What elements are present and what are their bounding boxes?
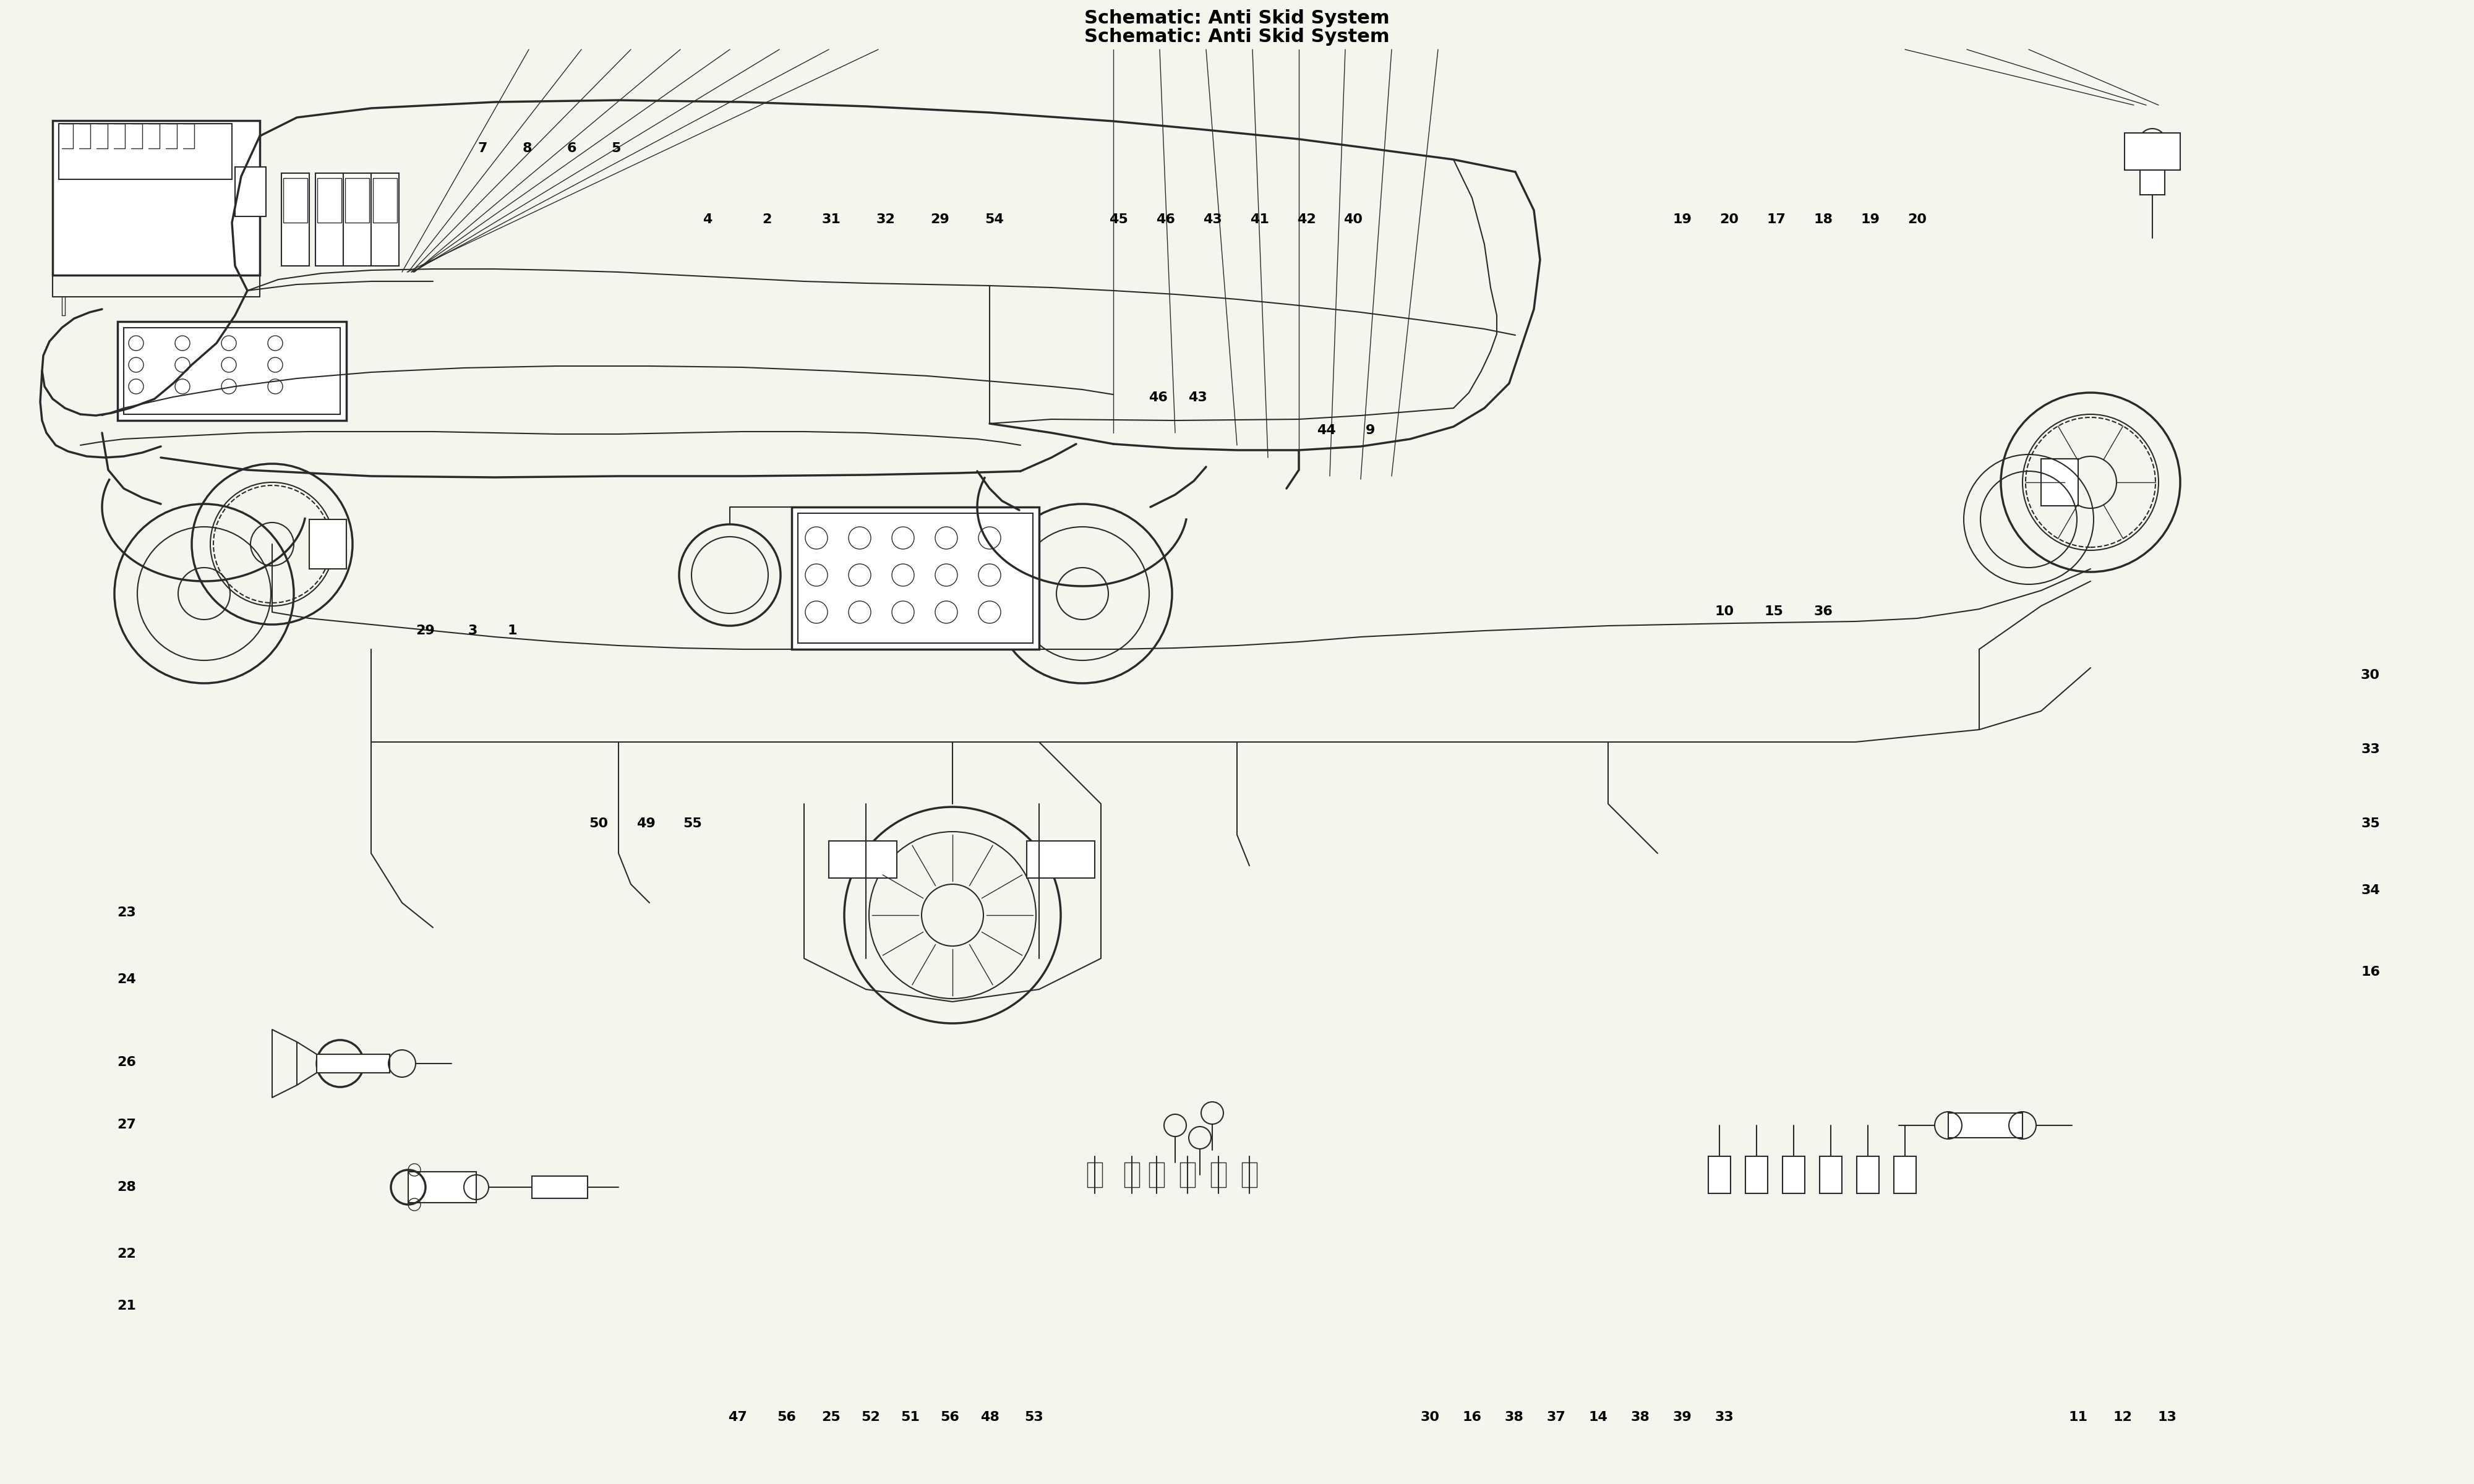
Text: 9: 9 bbox=[1366, 424, 1376, 436]
Bar bbox=[1707, 1156, 1732, 1193]
Text: 29: 29 bbox=[416, 625, 435, 637]
Bar bbox=[1027, 841, 1094, 879]
Bar bbox=[282, 178, 307, 223]
Bar bbox=[235, 166, 267, 217]
Text: 56: 56 bbox=[940, 1411, 960, 1423]
Text: 27: 27 bbox=[116, 1119, 136, 1131]
Text: 1: 1 bbox=[507, 625, 517, 637]
Bar bbox=[124, 328, 341, 414]
Bar bbox=[829, 841, 896, 879]
Bar bbox=[119, 322, 346, 420]
Text: 31: 31 bbox=[821, 214, 841, 226]
Bar bbox=[1821, 1156, 1841, 1193]
Text: 19: 19 bbox=[1672, 214, 1692, 226]
Text: 47: 47 bbox=[727, 1411, 747, 1423]
Text: 39: 39 bbox=[1672, 1411, 1692, 1423]
Bar bbox=[59, 123, 233, 180]
Text: 2: 2 bbox=[762, 214, 772, 226]
Bar bbox=[52, 120, 260, 275]
Bar bbox=[1856, 1156, 1880, 1193]
Bar bbox=[282, 174, 309, 266]
Text: 46: 46 bbox=[1155, 214, 1175, 226]
Bar bbox=[792, 508, 1039, 650]
Bar bbox=[344, 174, 371, 266]
Bar bbox=[309, 519, 346, 568]
Text: 32: 32 bbox=[876, 214, 896, 226]
Bar bbox=[374, 178, 396, 223]
Text: 3: 3 bbox=[468, 625, 477, 637]
Bar bbox=[797, 513, 1034, 643]
Text: Schematic: Anti Skid System: Schematic: Anti Skid System bbox=[1084, 9, 1390, 28]
Bar bbox=[2041, 459, 2078, 506]
Text: 44: 44 bbox=[1316, 424, 1336, 436]
Text: 30: 30 bbox=[2360, 669, 2380, 681]
Text: 20: 20 bbox=[1907, 214, 1927, 226]
Bar bbox=[532, 1175, 589, 1199]
Bar bbox=[2140, 171, 2165, 194]
Text: 49: 49 bbox=[636, 818, 656, 830]
Text: 33: 33 bbox=[2360, 743, 2380, 755]
Text: 38: 38 bbox=[1504, 1411, 1524, 1423]
Bar bbox=[371, 174, 398, 266]
Text: 8: 8 bbox=[522, 142, 532, 154]
Bar bbox=[317, 174, 344, 266]
Text: 15: 15 bbox=[1764, 605, 1784, 617]
Bar bbox=[317, 178, 341, 223]
Bar bbox=[2125, 134, 2180, 171]
Text: 54: 54 bbox=[985, 214, 1004, 226]
Text: 25: 25 bbox=[821, 1411, 841, 1423]
Text: 7: 7 bbox=[477, 142, 487, 154]
Text: 19: 19 bbox=[1860, 214, 1880, 226]
Text: 45: 45 bbox=[1108, 214, 1128, 226]
Text: 12: 12 bbox=[2113, 1411, 2133, 1423]
Text: 16: 16 bbox=[1462, 1411, 1482, 1423]
Text: 21: 21 bbox=[116, 1300, 136, 1312]
Text: 11: 11 bbox=[2068, 1411, 2088, 1423]
Text: 38: 38 bbox=[1630, 1411, 1650, 1423]
Text: 35: 35 bbox=[2360, 818, 2380, 830]
Bar bbox=[317, 1054, 391, 1073]
Text: 43: 43 bbox=[1188, 392, 1207, 404]
Text: 6: 6 bbox=[567, 142, 576, 154]
Text: 26: 26 bbox=[116, 1057, 136, 1068]
Text: 13: 13 bbox=[2157, 1411, 2177, 1423]
Text: 17: 17 bbox=[1766, 214, 1786, 226]
Text: 42: 42 bbox=[1296, 214, 1316, 226]
Text: 51: 51 bbox=[901, 1411, 920, 1423]
Text: 37: 37 bbox=[1546, 1411, 1566, 1423]
Text: 20: 20 bbox=[1719, 214, 1739, 226]
Text: 55: 55 bbox=[683, 818, 703, 830]
Text: 22: 22 bbox=[116, 1248, 136, 1260]
Text: 14: 14 bbox=[1588, 1411, 1608, 1423]
Bar bbox=[1781, 1156, 1806, 1193]
Text: 30: 30 bbox=[1420, 1411, 1440, 1423]
Bar bbox=[1895, 1156, 1915, 1193]
Bar bbox=[1747, 1156, 1766, 1193]
Text: 5: 5 bbox=[611, 142, 621, 154]
Text: 53: 53 bbox=[1024, 1411, 1044, 1423]
Text: 10: 10 bbox=[1714, 605, 1734, 617]
Text: 50: 50 bbox=[589, 818, 609, 830]
Text: 36: 36 bbox=[1813, 605, 1833, 617]
Text: 24: 24 bbox=[116, 974, 136, 985]
Text: 46: 46 bbox=[1148, 392, 1168, 404]
Bar bbox=[346, 178, 369, 223]
Text: 40: 40 bbox=[1343, 214, 1363, 226]
Text: 48: 48 bbox=[980, 1411, 999, 1423]
Text: 28: 28 bbox=[116, 1181, 136, 1193]
Text: 41: 41 bbox=[1249, 214, 1269, 226]
Text: 52: 52 bbox=[861, 1411, 881, 1423]
Text: 29: 29 bbox=[930, 214, 950, 226]
Text: 34: 34 bbox=[2360, 884, 2380, 896]
Text: 43: 43 bbox=[1202, 214, 1222, 226]
Bar bbox=[408, 1172, 475, 1202]
Text: 4: 4 bbox=[703, 214, 713, 226]
Text: 23: 23 bbox=[116, 907, 136, 919]
Text: 18: 18 bbox=[1813, 214, 1833, 226]
Text: 33: 33 bbox=[1714, 1411, 1734, 1423]
Text: Schematic: Anti Skid System: Schematic: Anti Skid System bbox=[1084, 28, 1390, 46]
Bar bbox=[1950, 1113, 2024, 1138]
Text: 56: 56 bbox=[777, 1411, 797, 1423]
Text: 16: 16 bbox=[2360, 966, 2380, 978]
